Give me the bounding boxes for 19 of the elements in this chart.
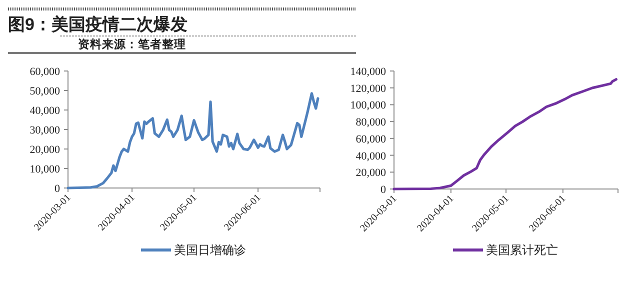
- y-tick-label: 40,000: [30, 105, 60, 117]
- y-tick-label: 140,000: [350, 66, 386, 78]
- y-tick-label: 20,000: [356, 167, 386, 180]
- y-tick-label: 80,000: [356, 116, 386, 129]
- y-tick-label: 120,000: [350, 82, 386, 95]
- legend-label: 美国日增确诊: [174, 243, 246, 257]
- y-tick-label: 100,000: [350, 100, 386, 112]
- y-tick-label: 40,000: [356, 150, 386, 162]
- y-tick-label: 60,000: [30, 66, 60, 78]
- legend-label: 美国累计死亡: [486, 243, 558, 257]
- y-tick-label: 0: [380, 184, 386, 196]
- y-tick-label: 10,000: [30, 164, 60, 176]
- y-tick-label: 30,000: [30, 124, 60, 136]
- y-tick-label: 50,000: [30, 86, 60, 98]
- text: 资料来源：笔者整理: [78, 37, 186, 51]
- chart-title: 图9：美国疫情二次爆发: [8, 15, 188, 34]
- y-tick-label: 0: [54, 183, 60, 195]
- y-tick-label: 60,000: [356, 133, 386, 146]
- y-tick-label: 20,000: [30, 144, 60, 156]
